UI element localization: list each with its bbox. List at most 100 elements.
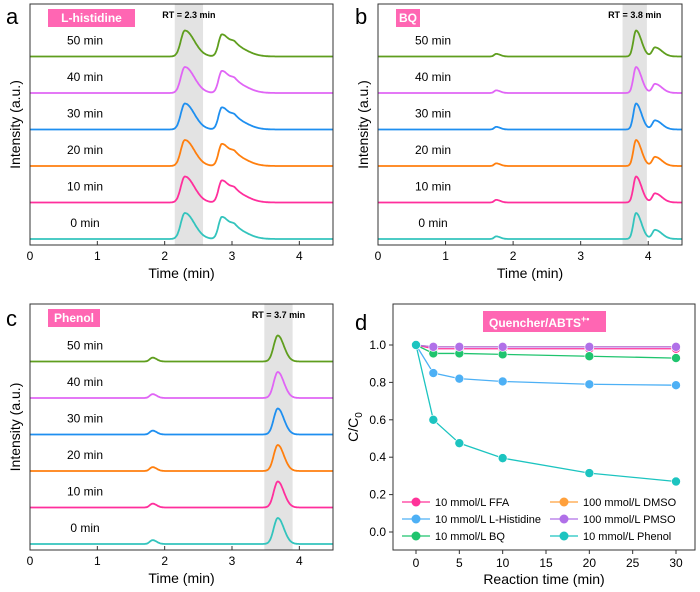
y-axis-label: Intensity (a.u.): [7, 80, 23, 169]
data-point: [584, 351, 595, 362]
data-point: [671, 342, 681, 352]
trace-label: 30 min: [415, 107, 451, 121]
legend-label: 10 mmol/L BQ: [435, 531, 505, 543]
x-tick-label: 30: [669, 556, 683, 570]
x-tick-label: 0: [27, 554, 34, 568]
trace-label: 20 min: [67, 448, 103, 462]
badge-sup: +•: [581, 314, 589, 324]
panel-letter: a: [6, 4, 19, 29]
rt-label: RT = 2.3 min: [162, 10, 215, 20]
series-line: [415, 344, 677, 386]
trace-50-min: [30, 29, 333, 58]
x-tick-label: 5: [456, 556, 463, 570]
panel-letter: c: [6, 306, 17, 331]
trace-label: 10 min: [67, 180, 103, 194]
x-axis-label: Time (min): [148, 265, 214, 281]
panel-letter: b: [355, 4, 367, 29]
y-axis-label: C/C0: [345, 412, 365, 442]
retention-shade: [622, 4, 647, 245]
x-axis-label: Time (min): [148, 570, 214, 586]
data-point: [454, 373, 465, 384]
x-axis-label: Reaction time (min): [483, 571, 604, 587]
legend-label: 10 mmol/L FFA: [435, 497, 510, 509]
series-10-mmol-L-BQ: [411, 340, 681, 363]
trace-50-min: [30, 334, 333, 363]
x-tick-label: 0: [27, 249, 34, 263]
trace-label: 0 min: [70, 216, 99, 230]
x-tick-label: 0: [413, 556, 420, 570]
trace-label: 50 min: [67, 339, 103, 353]
y-axis-label-sub: 0: [354, 412, 365, 418]
legend-marker: [559, 531, 569, 541]
badge: [483, 311, 606, 332]
data-point: [584, 468, 595, 478]
data-point: [428, 414, 439, 425]
badge: [48, 9, 135, 27]
trace-30-min: [30, 102, 333, 131]
panel-d: 0 5 10 15 20 25 30 0.0 0.2 0.4 0.6 0.8 1.0 Reaction t…: [345, 303, 696, 587]
x-tick-label: 4: [296, 554, 303, 568]
retention-shade: [174, 4, 204, 245]
y-axis-label: Intensity (a.u.): [355, 80, 371, 169]
legend-marker: [411, 514, 421, 524]
data-point: [671, 353, 681, 363]
x-tick-label: 1: [94, 249, 101, 263]
trace-40-min: [378, 65, 682, 94]
x-tick-label: 3: [229, 249, 236, 263]
legend: 10 mmol/L FFA 10 mmol/L L-Histidine 10 mmo…: [402, 497, 677, 543]
series-100-mmol-L-PMSO: [411, 340, 681, 352]
trace-0-min: [30, 212, 333, 240]
x-tick-label: 3: [577, 249, 584, 263]
x-tick-label: 4: [296, 249, 303, 263]
trace-label: 20 min: [415, 143, 451, 157]
trace-0-min: [30, 517, 333, 545]
trace-label: 50 min: [415, 34, 451, 48]
panel-letter: d: [355, 310, 367, 335]
legend-marker: [411, 531, 421, 541]
x-tick-label: 10: [496, 556, 510, 570]
legend-marker: [411, 497, 421, 507]
data-point: [584, 379, 595, 390]
badge-label: Phenol: [54, 311, 94, 325]
badge: [48, 309, 100, 327]
y-tick-label: 0.0: [369, 525, 386, 539]
series-10-mmol-L-Phenol: [411, 340, 681, 487]
series-line: [415, 344, 677, 483]
plot-frame: [29, 3, 334, 246]
rt-label: RT = 3.8 min: [608, 10, 661, 20]
data-point: [584, 342, 595, 352]
data-point: [671, 476, 681, 487]
trace-20-min: [30, 444, 333, 472]
x-tick-label: 3: [229, 554, 236, 568]
trace-40-min: [30, 371, 333, 399]
trace-label: 10 min: [67, 485, 103, 499]
legend-label: 10 mmol/L Phenol: [583, 531, 671, 543]
panel-b: 0 min 10 min 20 min 30 min 40 min 50 min 0 1 2 3 4…: [355, 3, 683, 281]
trace-20-min: [30, 139, 333, 167]
data-point: [428, 342, 439, 352]
data-point: [497, 376, 508, 387]
trace-label: 30 min: [67, 412, 103, 426]
y-tick-label: 1.0: [369, 338, 386, 352]
data-point: [497, 453, 508, 463]
trace-label: 0 min: [418, 216, 447, 230]
data-point: [428, 368, 439, 378]
y-tick-label: 0.6: [369, 413, 386, 427]
x-tick-label: 1: [442, 249, 449, 263]
trace-label: 10 min: [415, 180, 451, 194]
data-point: [454, 342, 465, 352]
x-tick-label: 4: [645, 249, 652, 263]
badge-label: BQ: [399, 11, 417, 25]
trace-10-min: [30, 480, 333, 509]
plot-frame: [392, 303, 696, 551]
data-point: [411, 340, 421, 350]
data-point: [671, 380, 681, 391]
trace-20-min: [378, 138, 682, 167]
x-axis-label: Time (min): [497, 265, 563, 281]
trace-30-min: [30, 407, 333, 436]
panel-c: 0 min 10 min 20 min 30 min 40 min 50 min 0 1 2 3 4…: [6, 303, 334, 586]
y-axis-label: Intensity (a.u.): [7, 383, 23, 472]
trace-10-min: [378, 175, 682, 204]
trace-10-min: [30, 175, 333, 204]
